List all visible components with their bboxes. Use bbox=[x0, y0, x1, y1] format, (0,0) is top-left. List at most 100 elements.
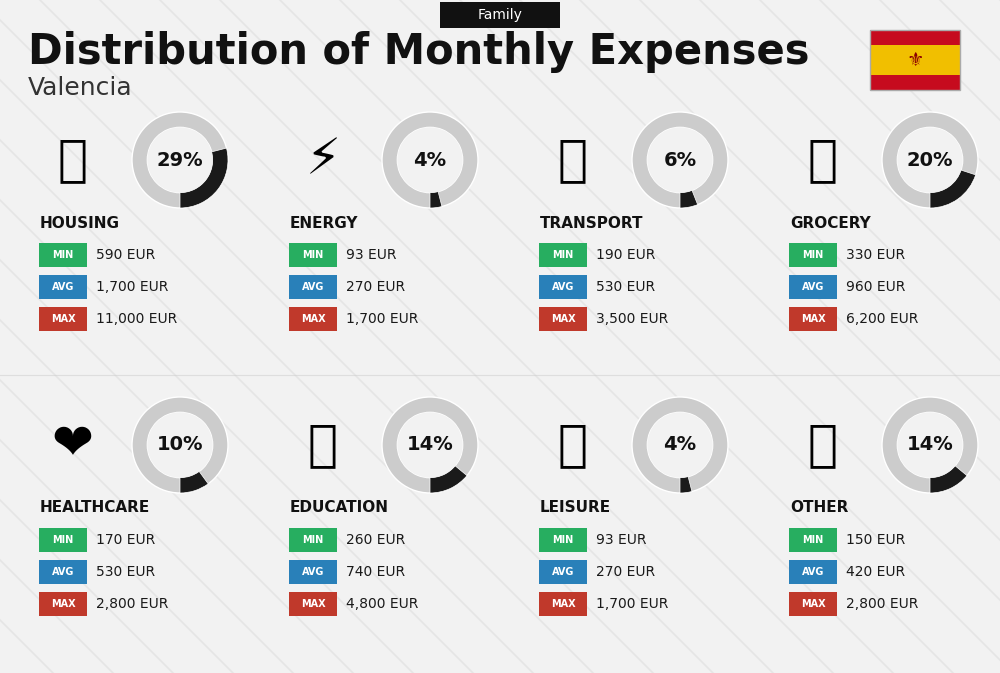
Text: AVG: AVG bbox=[552, 282, 574, 292]
Text: 170 EUR: 170 EUR bbox=[96, 533, 155, 547]
Text: MAX: MAX bbox=[551, 599, 575, 609]
Wedge shape bbox=[882, 397, 978, 493]
Text: AVG: AVG bbox=[52, 567, 74, 577]
Text: AVG: AVG bbox=[552, 567, 574, 577]
Wedge shape bbox=[632, 397, 728, 493]
FancyBboxPatch shape bbox=[289, 243, 337, 267]
Text: 330 EUR: 330 EUR bbox=[846, 248, 905, 262]
FancyBboxPatch shape bbox=[539, 243, 587, 267]
FancyBboxPatch shape bbox=[789, 243, 837, 267]
Bar bbox=[870, 75, 960, 90]
Circle shape bbox=[897, 413, 963, 478]
FancyBboxPatch shape bbox=[789, 307, 837, 331]
Text: Valencia: Valencia bbox=[28, 76, 133, 100]
Text: 960 EUR: 960 EUR bbox=[846, 280, 905, 294]
Text: AVG: AVG bbox=[802, 567, 824, 577]
Text: ⚜: ⚜ bbox=[906, 50, 924, 69]
Wedge shape bbox=[430, 192, 442, 208]
FancyBboxPatch shape bbox=[39, 528, 87, 552]
FancyBboxPatch shape bbox=[539, 592, 587, 616]
FancyBboxPatch shape bbox=[789, 560, 837, 584]
Text: 1,700 EUR: 1,700 EUR bbox=[346, 312, 418, 326]
Text: 🏗: 🏗 bbox=[58, 136, 88, 184]
Text: MAX: MAX bbox=[551, 314, 575, 324]
Wedge shape bbox=[680, 476, 692, 493]
Text: EDUCATION: EDUCATION bbox=[290, 501, 389, 516]
Wedge shape bbox=[930, 170, 976, 208]
FancyBboxPatch shape bbox=[539, 307, 587, 331]
Text: MIN: MIN bbox=[802, 535, 824, 545]
FancyBboxPatch shape bbox=[789, 592, 837, 616]
FancyBboxPatch shape bbox=[539, 275, 587, 299]
Circle shape bbox=[147, 413, 213, 478]
Text: ❤️: ❤️ bbox=[52, 421, 94, 469]
Text: 190 EUR: 190 EUR bbox=[596, 248, 655, 262]
Text: 93 EUR: 93 EUR bbox=[596, 533, 646, 547]
Text: 6,200 EUR: 6,200 EUR bbox=[846, 312, 918, 326]
Circle shape bbox=[397, 127, 463, 192]
Text: 590 EUR: 590 EUR bbox=[96, 248, 155, 262]
Text: HEALTHCARE: HEALTHCARE bbox=[40, 501, 150, 516]
Wedge shape bbox=[430, 466, 467, 493]
Circle shape bbox=[647, 127, 713, 192]
Wedge shape bbox=[882, 112, 978, 208]
Wedge shape bbox=[632, 112, 728, 208]
FancyBboxPatch shape bbox=[39, 592, 87, 616]
Text: 1,700 EUR: 1,700 EUR bbox=[596, 597, 668, 611]
Text: 270 EUR: 270 EUR bbox=[596, 565, 655, 579]
Text: 1,700 EUR: 1,700 EUR bbox=[96, 280, 168, 294]
Text: 14%: 14% bbox=[907, 435, 953, 454]
FancyBboxPatch shape bbox=[39, 307, 87, 331]
FancyBboxPatch shape bbox=[789, 275, 837, 299]
Text: 420 EUR: 420 EUR bbox=[846, 565, 905, 579]
Text: AVG: AVG bbox=[302, 282, 324, 292]
Text: MIN: MIN bbox=[302, 535, 324, 545]
Text: GROCERY: GROCERY bbox=[790, 215, 871, 230]
Text: 4%: 4% bbox=[413, 151, 447, 170]
FancyBboxPatch shape bbox=[289, 275, 337, 299]
FancyBboxPatch shape bbox=[289, 560, 337, 584]
Wedge shape bbox=[180, 471, 208, 493]
Bar bbox=[870, 30, 960, 45]
Text: TRANSPORT: TRANSPORT bbox=[540, 215, 644, 230]
Text: LEISURE: LEISURE bbox=[540, 501, 611, 516]
Text: 4%: 4% bbox=[663, 435, 697, 454]
Text: MAX: MAX bbox=[801, 599, 825, 609]
Circle shape bbox=[397, 413, 463, 478]
Text: MIN: MIN bbox=[302, 250, 324, 260]
Circle shape bbox=[147, 127, 213, 192]
Text: Distribution of Monthly Expenses: Distribution of Monthly Expenses bbox=[28, 31, 810, 73]
Text: 93 EUR: 93 EUR bbox=[346, 248, 396, 262]
Text: OTHER: OTHER bbox=[790, 501, 848, 516]
Text: 530 EUR: 530 EUR bbox=[596, 280, 655, 294]
FancyBboxPatch shape bbox=[289, 528, 337, 552]
Wedge shape bbox=[180, 148, 228, 208]
Text: MAX: MAX bbox=[301, 599, 325, 609]
Text: 11,000 EUR: 11,000 EUR bbox=[96, 312, 177, 326]
Text: MIN: MIN bbox=[552, 535, 574, 545]
Text: 530 EUR: 530 EUR bbox=[96, 565, 155, 579]
Text: 10%: 10% bbox=[157, 435, 203, 454]
Text: MAX: MAX bbox=[51, 314, 75, 324]
FancyBboxPatch shape bbox=[39, 560, 87, 584]
Text: 💼: 💼 bbox=[808, 421, 838, 469]
Text: 🎓: 🎓 bbox=[308, 421, 338, 469]
FancyBboxPatch shape bbox=[539, 560, 587, 584]
Text: 14%: 14% bbox=[407, 435, 453, 454]
Bar bbox=[870, 30, 960, 90]
FancyBboxPatch shape bbox=[39, 275, 87, 299]
FancyBboxPatch shape bbox=[789, 528, 837, 552]
Circle shape bbox=[897, 127, 963, 192]
Text: MAX: MAX bbox=[51, 599, 75, 609]
Bar bbox=[870, 45, 960, 75]
Text: 20%: 20% bbox=[907, 151, 953, 170]
Text: ⚡: ⚡ bbox=[305, 136, 341, 184]
Text: 2,800 EUR: 2,800 EUR bbox=[96, 597, 168, 611]
Wedge shape bbox=[680, 190, 698, 208]
FancyBboxPatch shape bbox=[539, 528, 587, 552]
Text: 29%: 29% bbox=[157, 151, 203, 170]
Text: MIN: MIN bbox=[802, 250, 824, 260]
Text: 740 EUR: 740 EUR bbox=[346, 565, 405, 579]
Text: 270 EUR: 270 EUR bbox=[346, 280, 405, 294]
Text: Family: Family bbox=[478, 8, 522, 22]
